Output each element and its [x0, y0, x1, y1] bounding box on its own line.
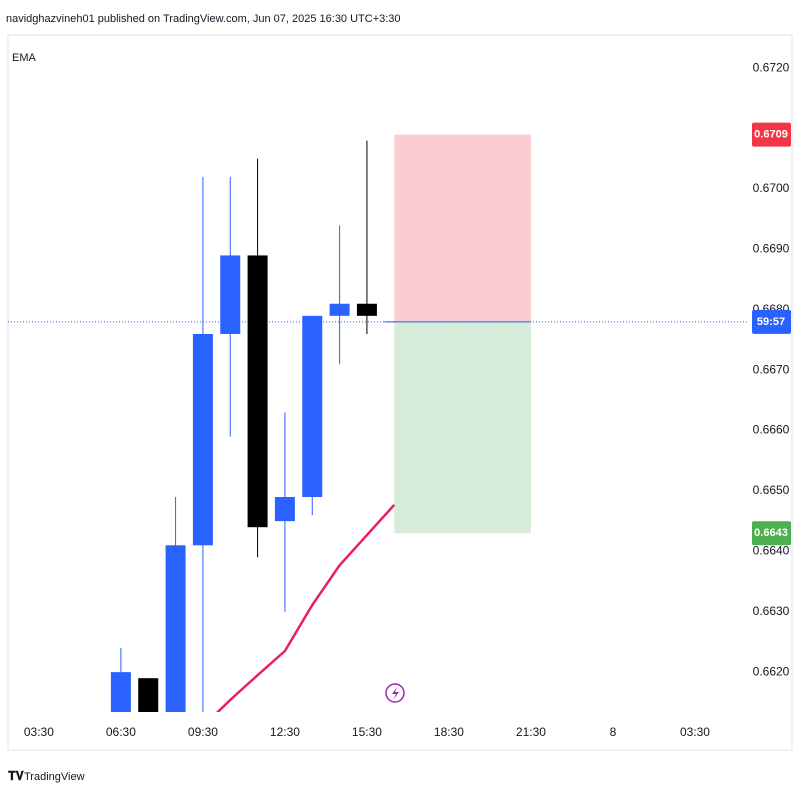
- countdown-label: 59:57: [757, 316, 785, 328]
- chart-frame: [7, 34, 793, 751]
- candle-body: [247, 255, 268, 528]
- candle-body: [165, 545, 186, 712]
- x-tick-label: 21:30: [516, 725, 546, 739]
- x-tick-label: 8: [610, 725, 617, 739]
- candle-body: [302, 315, 323, 498]
- footer: TradingView: [24, 771, 85, 783]
- y-tick-label: 0.6690: [753, 242, 790, 256]
- y-tick-label: 0.6620: [753, 664, 790, 678]
- event-bolt: [392, 687, 399, 700]
- y-tick-label: 0.6700: [753, 181, 790, 195]
- stop-zone: [394, 134, 531, 322]
- candle-body: [220, 255, 241, 334]
- target-zone: [394, 321, 531, 534]
- y-tick-label: 0.6640: [753, 544, 790, 558]
- plot-area: [8, 134, 748, 712]
- indicator-label: EMA: [12, 52, 37, 64]
- target-label-box: [752, 521, 791, 546]
- candle-body: [138, 678, 159, 712]
- stop-label: 0.6709: [754, 129, 788, 141]
- y-tick-label: 0.6660: [753, 423, 790, 437]
- candle-body: [110, 672, 131, 712]
- countdown-label-box: [752, 309, 791, 334]
- axes: 0.67200.67100.67000.66900.66800.66700.66…: [24, 60, 791, 739]
- candle-body: [329, 303, 350, 316]
- y-tick-label: 0.6650: [753, 483, 790, 497]
- ema-line: [216, 504, 396, 712]
- x-tick-label: 18:30: [434, 725, 464, 739]
- stop-label-box: [752, 122, 791, 147]
- y-tick-label: 0.6670: [753, 362, 790, 376]
- x-tick-label: 03:30: [24, 725, 54, 739]
- target-label: 0.6643: [754, 527, 788, 539]
- candle-body: [356, 303, 377, 316]
- x-tick-label: 12:30: [270, 725, 300, 739]
- candle-body: [192, 333, 213, 546]
- x-tick-label: 06:30: [106, 725, 136, 739]
- y-tick-label: 0.6630: [753, 604, 790, 618]
- x-tick-label: 03:30: [680, 725, 710, 739]
- logo-mark: 𝐓𝐕: [8, 769, 25, 783]
- x-tick-label: 09:30: [188, 725, 218, 739]
- candle-body: [274, 497, 295, 522]
- y-tick-label: 0.6720: [753, 60, 790, 74]
- header: navidghazvineh01 published on TradingVie…: [6, 13, 401, 25]
- x-tick-label: 15:30: [352, 725, 382, 739]
